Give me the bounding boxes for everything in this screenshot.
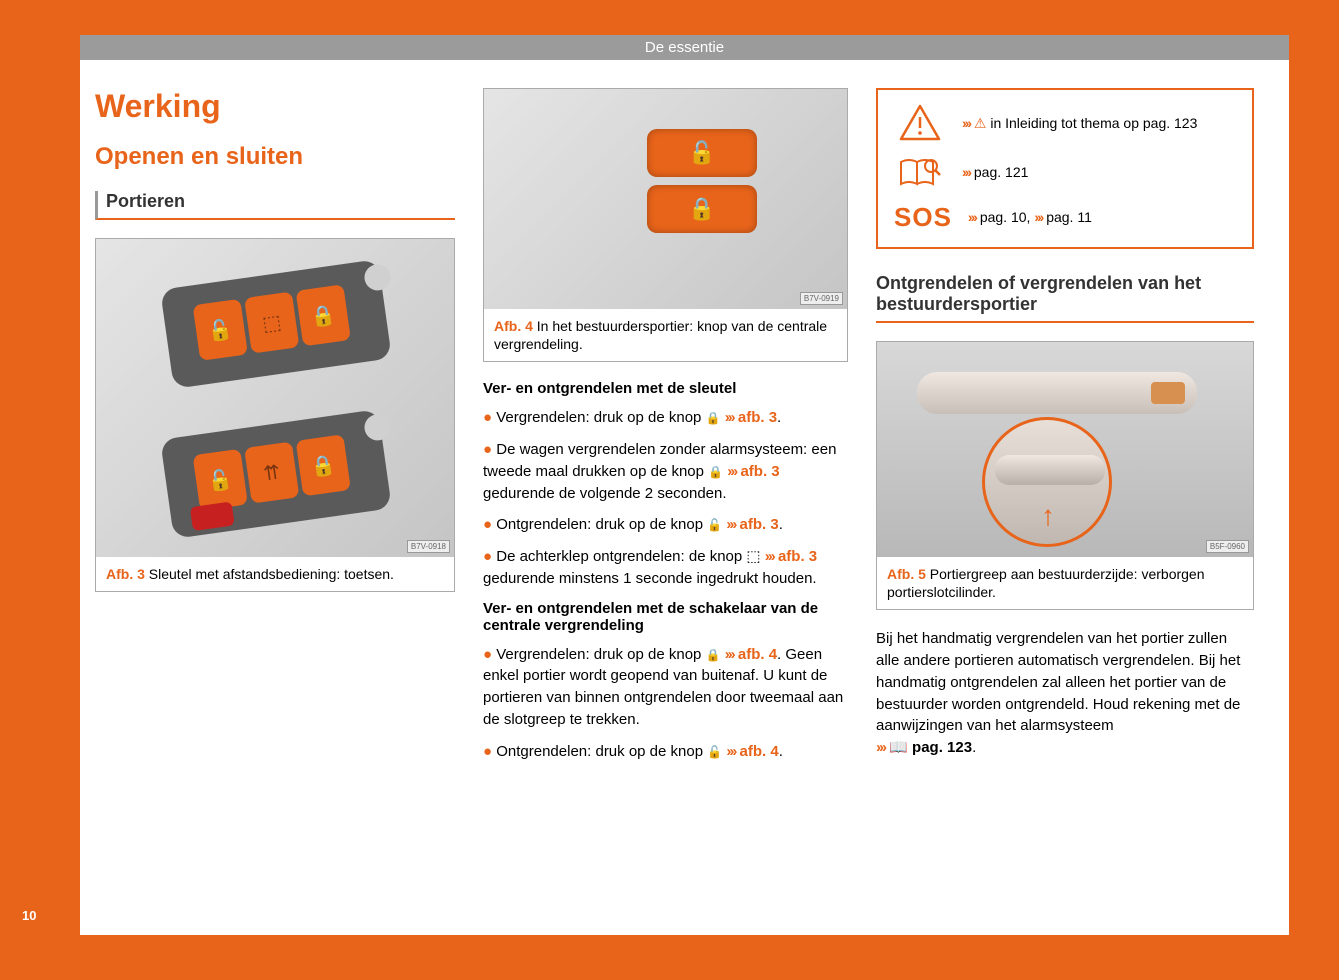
figure-3-caption: Afb. 3 Sleutel met afstandsbediening: to…: [96, 557, 454, 591]
caption-text: In het bestuurdersportier: knop van de c…: [494, 318, 827, 352]
heading-3: Ontgrendelen of vergrendelen van het bes…: [876, 273, 1254, 323]
figure-3: 🔓 ⬚ 🔒 🔓 ⇈ 🔒 B7V-09: [95, 238, 455, 592]
figure-5-caption: Afb. 5 Portiergreep aan bestuurderzijde:…: [877, 557, 1253, 609]
sos-icon: SOS: [894, 202, 952, 233]
list-item: ● De wagen vergrendelen zonder alarmsyst…: [483, 439, 848, 504]
lock-icon: 🔒: [296, 284, 351, 346]
lock-icon: 🔒: [706, 648, 721, 662]
figure-label: Afb. 5: [887, 566, 926, 582]
lock-icon: 🔒: [706, 411, 721, 425]
column-3: ››› ⚠ in Inleiding tot thema op pag. 123…: [876, 88, 1254, 772]
figure-label: Afb. 3: [106, 566, 145, 582]
reference-box: ››› ⚠ in Inleiding tot thema op pag. 123…: [876, 88, 1254, 249]
page-header: De essentie: [80, 35, 1289, 60]
list-item: ● De achterklep ontgrendelen: de knop ⬚ …: [483, 546, 848, 590]
column-1: Werking Openen en sluiten Portieren 🔓 ⬚ …: [95, 88, 455, 772]
key-fob-icon: 🔓 ⬚ 🔒: [160, 259, 392, 389]
unlock-icon: 🔓: [707, 745, 722, 759]
door-lock-icon: 🔒: [647, 185, 757, 233]
magnifier-icon: ↑: [982, 417, 1112, 547]
list-item: ● Vergrendelen: druk op de knop 🔒 ››› af…: [483, 644, 848, 731]
page-number: 10: [22, 908, 36, 923]
lock-icon: 🔒: [708, 465, 723, 479]
warning-triangle-icon: [894, 104, 946, 142]
ref-row-sos: SOS ››› pag. 10, ››› pag. 11: [894, 202, 1236, 233]
subheading: Ver- en ontgrendelen met de sleutel: [483, 380, 848, 397]
door-handle-icon: [917, 372, 1197, 414]
book-search-icon: 📖: [889, 739, 908, 756]
heading-3: Portieren: [95, 191, 455, 220]
image-code: B7V-0919: [800, 292, 843, 305]
heading-2: Openen en sluiten: [95, 143, 455, 171]
caption-text: Portiergreep aan bestuurderzijde: verbor…: [887, 566, 1205, 600]
door-unlock-icon: 🔓: [647, 129, 757, 177]
figure-label: Afb. 4: [494, 318, 533, 334]
trunk-icon: ⬚: [746, 548, 760, 565]
unlock-icon: 🔓: [193, 299, 248, 361]
body-paragraph: Bij het handmatig vergrendelen van het p…: [876, 628, 1254, 759]
ref-row-warning: ››› ⚠ in Inleiding tot thema op pag. 123: [894, 104, 1236, 142]
trunk-icon: ⬚: [244, 292, 299, 354]
panic-button-icon: [190, 501, 235, 531]
heading-1: Werking: [95, 88, 455, 125]
figure-4-caption: Afb. 4 In het bestuurdersportier: knop v…: [484, 309, 847, 361]
unlock-icon: 🔓: [707, 518, 722, 532]
caption-text: Sleutel met afstandsbediening: toetsen.: [149, 566, 394, 582]
key-fob-icon: 🔓 ⇈ 🔒: [160, 409, 392, 539]
content-area: Werking Openen en sluiten Portieren 🔓 ⬚ …: [80, 60, 1289, 792]
figure-4: 🔓 🔒 B7V-0919 Afb. 4 In het bestuurderspo…: [483, 88, 848, 362]
figure-5: ↑ B5F-0960 Afb. 5 Portiergreep aan bestu…: [876, 341, 1254, 610]
list-item: ● Vergrendelen: druk op de knop 🔒 ››› af…: [483, 407, 848, 429]
figure-3-image: 🔓 ⬚ 🔒 🔓 ⇈ 🔒 B7V-09: [96, 239, 454, 557]
arrow-up-icon: ↑: [1041, 500, 1055, 532]
image-code: B7V-0918: [407, 540, 450, 553]
manual-page: De essentie 10 Werking Openen en sluiten…: [80, 35, 1289, 935]
list-item: ● Ontgrendelen: druk op de knop 🔓 ››› af…: [483, 514, 848, 536]
lock-cylinder-icon: [1151, 382, 1185, 404]
figure-5-image: ↑ B5F-0960: [877, 342, 1253, 557]
image-code: B5F-0960: [1206, 540, 1249, 553]
list-item: ● Ontgrendelen: druk op de knop 🔓 ››› af…: [483, 741, 848, 763]
subheading: Ver- en ontgrendelen met de schakelaar v…: [483, 600, 848, 634]
unlock-icon: 🔓: [193, 449, 248, 511]
book-search-icon: [894, 156, 946, 188]
figure-4-image: 🔓 🔒 B7V-0919: [484, 89, 847, 309]
lock-icon: 🔒: [296, 434, 351, 496]
trunk-open-icon: ⇈: [244, 442, 299, 504]
ref-row-book: ››› pag. 121: [894, 156, 1236, 188]
column-2: 🔓 🔒 B7V-0919 Afb. 4 In het bestuurderspo…: [483, 88, 848, 772]
